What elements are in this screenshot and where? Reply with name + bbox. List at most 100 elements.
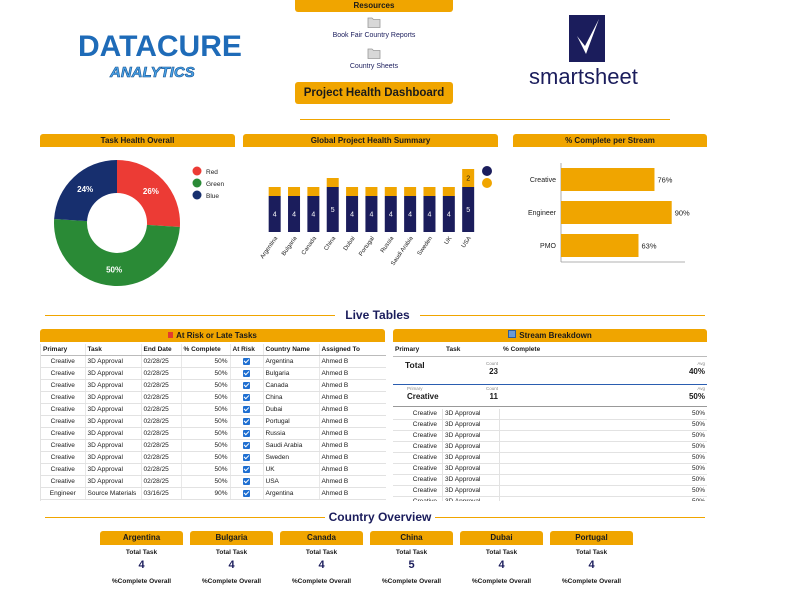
table-row: Creative 3D Approval 02/28/25 50% Portugal Ah…	[41, 415, 386, 428]
cell: 50%	[181, 415, 231, 428]
cell: Engineer	[41, 487, 86, 500]
cell: 50%	[181, 439, 231, 452]
cell: Creative	[41, 367, 86, 380]
column-header: % Complete	[503, 346, 541, 353]
card-label: Total Task	[485, 549, 518, 556]
slice-label: 26%	[143, 187, 159, 196]
total-label: Total	[405, 360, 425, 370]
cell: Saudi Arabia	[263, 439, 320, 452]
cell: Creative	[412, 465, 437, 472]
cell: Ahmed B	[319, 487, 386, 500]
cell: Ahmed B	[319, 463, 386, 476]
cell: 02/28/25	[141, 451, 182, 464]
cell: 3D Approval	[85, 463, 142, 476]
cell: Canada	[263, 379, 320, 392]
report-icon	[508, 330, 517, 338]
table-row: Creative 3D Approval 02/28/25 50% Saudi Arab…	[41, 439, 386, 452]
table-row: Creative 3D Approval 02/28/25 50% Canada Ahme…	[41, 379, 386, 392]
flag-icon	[168, 332, 174, 338]
bar-segment	[307, 196, 320, 232]
bar-segment	[307, 187, 320, 196]
cell: 3D Approval	[442, 453, 499, 463]
value-label: 63%	[641, 242, 656, 251]
y-tick-label: PMO	[540, 243, 557, 250]
cell: Creative	[41, 391, 86, 404]
resource-link[interactable]: Country Sheets	[349, 63, 399, 70]
checkbox	[243, 489, 250, 497]
divider	[300, 119, 670, 120]
column-header: Primary	[395, 346, 420, 353]
legend-label: Green	[206, 181, 224, 188]
bar-label: 4	[389, 212, 393, 219]
bar-segment	[423, 187, 436, 196]
bar-segment	[462, 187, 475, 232]
cell: 3D Approval	[85, 427, 142, 440]
cell: 3D Approval	[85, 403, 142, 416]
column-header: End Date	[141, 344, 182, 356]
slice-label: 50%	[106, 265, 122, 274]
cell: 02/28/25	[141, 427, 182, 440]
card-label: %Complete Overall	[561, 578, 622, 585]
cell: 50%	[181, 475, 231, 488]
cell: Ahmed B	[319, 475, 386, 488]
bar-label: 4	[273, 212, 277, 219]
card-label: Total Task	[215, 549, 248, 556]
table-row: Creative 3D Approval 02/28/25 50% China Ahmed…	[41, 391, 386, 404]
bar-segment	[268, 196, 281, 232]
table-row: Creative 3D Approval 02/28/25 50% Russia Ahme…	[41, 427, 386, 440]
cell	[230, 415, 264, 428]
cell: 50%	[499, 431, 705, 441]
bar-label: 4	[428, 212, 432, 219]
at-risk-table: Primary Task End Date% Complete At Risk Coun…	[40, 344, 386, 501]
checkbox	[243, 357, 250, 365]
x-tick-label: UK	[444, 236, 454, 246]
cell: Creative	[412, 432, 437, 439]
cell: 02/28/25	[141, 475, 182, 488]
bar-label: 4	[350, 212, 354, 219]
cell: 02/28/25	[141, 379, 182, 392]
cell	[230, 475, 264, 488]
cell: 03/16/25	[141, 487, 182, 500]
resources-title: Resources	[295, 0, 453, 12]
bar-label: 5	[466, 207, 470, 214]
column-header: Assigned To	[319, 344, 386, 356]
table-row: Creative 3D Approval 02/28/25 50% Sweden Ahme…	[41, 451, 386, 464]
card-value: 4	[138, 559, 145, 571]
cell: 3D Approval	[442, 442, 499, 452]
cell: 3D Approval	[442, 464, 499, 474]
pie-slice	[117, 160, 180, 227]
cell: Creative	[41, 427, 86, 440]
cell: Dubai	[263, 403, 320, 416]
checkbox	[243, 393, 250, 401]
cell	[230, 379, 264, 392]
card-title: Portugal	[550, 531, 633, 545]
cell: 3D Approval	[85, 475, 142, 488]
checkbox	[243, 417, 250, 425]
resource-link[interactable]: Book Fair Country Reports	[332, 32, 416, 39]
cell: Creative	[41, 355, 86, 368]
bar-segment	[365, 187, 378, 196]
card-label: %Complete Overall	[381, 578, 442, 585]
bar-label: 5	[331, 207, 335, 214]
checkbox	[243, 381, 250, 389]
dashboard-button[interactable]: Project Health Dashboard	[295, 82, 453, 104]
cell: 50%	[499, 486, 705, 496]
legend-label: Red	[206, 169, 218, 176]
legend-swatch	[192, 190, 202, 200]
bar-label: 4	[292, 212, 296, 219]
x-tick-label: USA	[461, 236, 473, 250]
bar-segment	[326, 178, 339, 187]
table-title-bar: At Risk or Late Tasks	[40, 329, 385, 342]
cell	[230, 439, 264, 452]
cell	[230, 403, 264, 416]
folder-icon	[367, 48, 381, 59]
table-row: Creative 3D Approval 02/28/25 50% Bulgaria Ah…	[41, 367, 386, 380]
cell: Argentina	[263, 355, 320, 368]
table-title-bar: Stream Breakdown	[393, 329, 707, 342]
cell: 3D Approval	[442, 431, 499, 441]
table-row: Creative 3D Approval 02/28/25 50% USA Ahmed B	[41, 475, 386, 488]
divider	[435, 517, 705, 518]
